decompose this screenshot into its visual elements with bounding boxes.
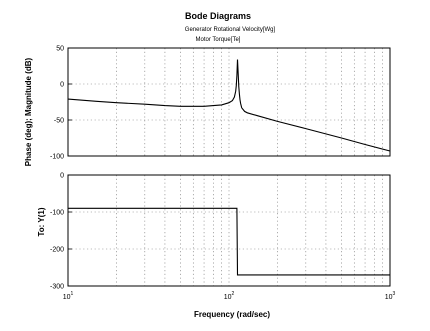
magnitude-ytick-label: -100: [50, 154, 64, 161]
magnitude-ytick-label: 50: [56, 46, 64, 53]
phase-ytick-label: 0: [60, 173, 64, 180]
magnitude-yticks: 50 0 -50 -100: [50, 46, 72, 161]
x-tick-label: 101: [63, 291, 74, 301]
x-tick-exponent: 2: [232, 291, 235, 297]
chart-subtitle-output: Motor Torque[Te]: [196, 37, 241, 43]
y-axis-label-upper: Phase (deg); Magnitude (dB): [24, 57, 33, 166]
x-tick-base: 10: [63, 294, 71, 301]
x-axis-label: Frequency (rad/sec): [194, 310, 270, 319]
x-tick-base: 10: [224, 294, 232, 301]
phase-ytick-label: -100: [50, 210, 64, 217]
x-tick-label: 102: [224, 291, 235, 301]
x-tick-base: 10: [385, 294, 393, 301]
phase-yticks: 0 -100 -200 -300: [50, 173, 72, 291]
magnitude-curve: [67, 59, 391, 152]
x-tick-exponent: 3: [393, 291, 396, 297]
magnitude-frame: [67, 47, 391, 157]
phase-curve: [68, 207, 390, 276]
magnitude-ytick-label: 0: [60, 82, 64, 89]
chart-title: Bode Diagrams: [185, 11, 251, 21]
phase-frame: [67, 174, 391, 287]
phase-ytick-label: -200: [50, 247, 64, 254]
phase-panel: 0-100-200-300 101 102 103: [50, 173, 396, 302]
magnitude-panel: 50 0 -50 -100: [50, 46, 391, 161]
x-tick-label: 103: [385, 291, 396, 301]
phase-ytick-label: -300: [50, 284, 64, 291]
magnitude-grid: [68, 48, 390, 156]
magnitude-ytick-label: -50: [54, 118, 64, 125]
x-tick-exponent: 1: [71, 291, 74, 297]
phase-grid: [68, 175, 390, 286]
chart-subtitle-input: Generator Rotational Velocity[Wg]: [185, 27, 276, 33]
x-tick-labels: 101 102 103: [63, 291, 396, 301]
y-axis-label-lower: To: Y(1): [37, 207, 46, 236]
